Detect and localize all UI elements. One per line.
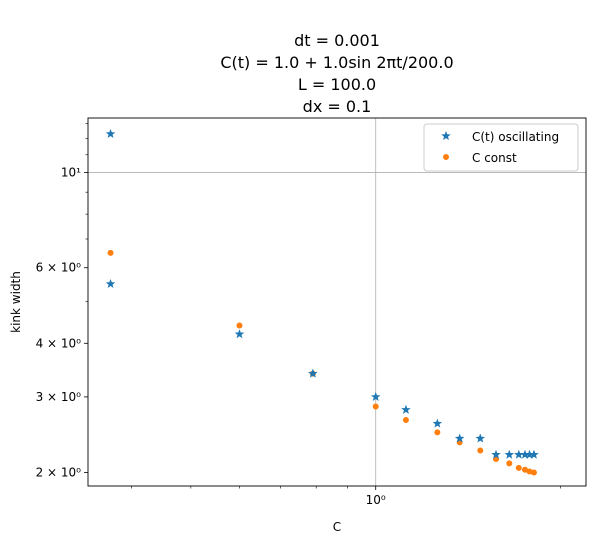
point-const [477,447,484,454]
point-const [526,468,533,475]
point-oscillating [491,449,501,459]
chart-title: dt = 0.001 C(t) = 1.0 + 1.0sin 2πt/200.0… [220,31,453,116]
point-oscillating [520,449,530,459]
point-oscillating [475,433,486,443]
legend: C(t) oscillating C const [423,123,579,172]
point-oscillating [370,391,381,401]
legend-circle-marker [443,154,449,160]
title-line-formula: C(t) = 1.0 + 1.0sin 2πt/200.0 [220,53,453,72]
axis-ticks: 10⁰ 2 × 10⁰ 3 × 10⁰ 4 × 10⁰ 6 × 10⁰ 10¹ [36,123,561,507]
y-tick-label: 3 × 10⁰ [36,390,82,404]
point-oscillating [454,433,465,443]
legend-box [423,123,579,172]
x-axis-label: C [333,520,341,534]
y-tick-label: 10¹ [61,166,81,180]
point-oscillating [308,368,318,378]
x-tick-label: 10⁰ [366,493,386,507]
title-line-length: L = 100.0 [298,75,376,94]
point-oscillating [401,404,411,414]
grid-lines [88,118,586,486]
point-oscillating [105,128,116,139]
legend-marker-const [443,154,449,160]
point-oscillating [504,449,515,459]
y-tick-label: 2 × 10⁰ [36,465,82,479]
point-oscillating [105,278,116,288]
point-const [372,403,379,410]
legend-marker-oscillating [441,131,451,141]
title-line-dt: dt = 0.001 [294,31,380,50]
point-const [521,466,528,473]
point-const [236,322,243,329]
y-tick-label: 6 × 10⁰ [36,261,82,275]
legend-label-oscillating: C(t) oscillating [472,130,559,144]
legend-star-marker [441,131,451,141]
y-axis-label: kink width [9,271,23,333]
point-oscillating [432,418,443,428]
point-oscillating [514,449,524,459]
point-const [107,249,114,256]
data-points [105,128,539,476]
title-line-dx: dx = 0.1 [303,97,372,116]
point-const [434,429,441,436]
y-tick-label: 4 × 10⁰ [36,336,82,350]
legend-label-const: C const [472,151,517,165]
point-oscillating [524,449,535,459]
point-const [515,464,522,471]
point-const [506,460,513,467]
plot-area-frame [87,117,587,487]
point-const [402,417,409,424]
point-oscillating [234,329,245,339]
point-const [530,469,537,476]
point-oscillating [529,449,539,459]
